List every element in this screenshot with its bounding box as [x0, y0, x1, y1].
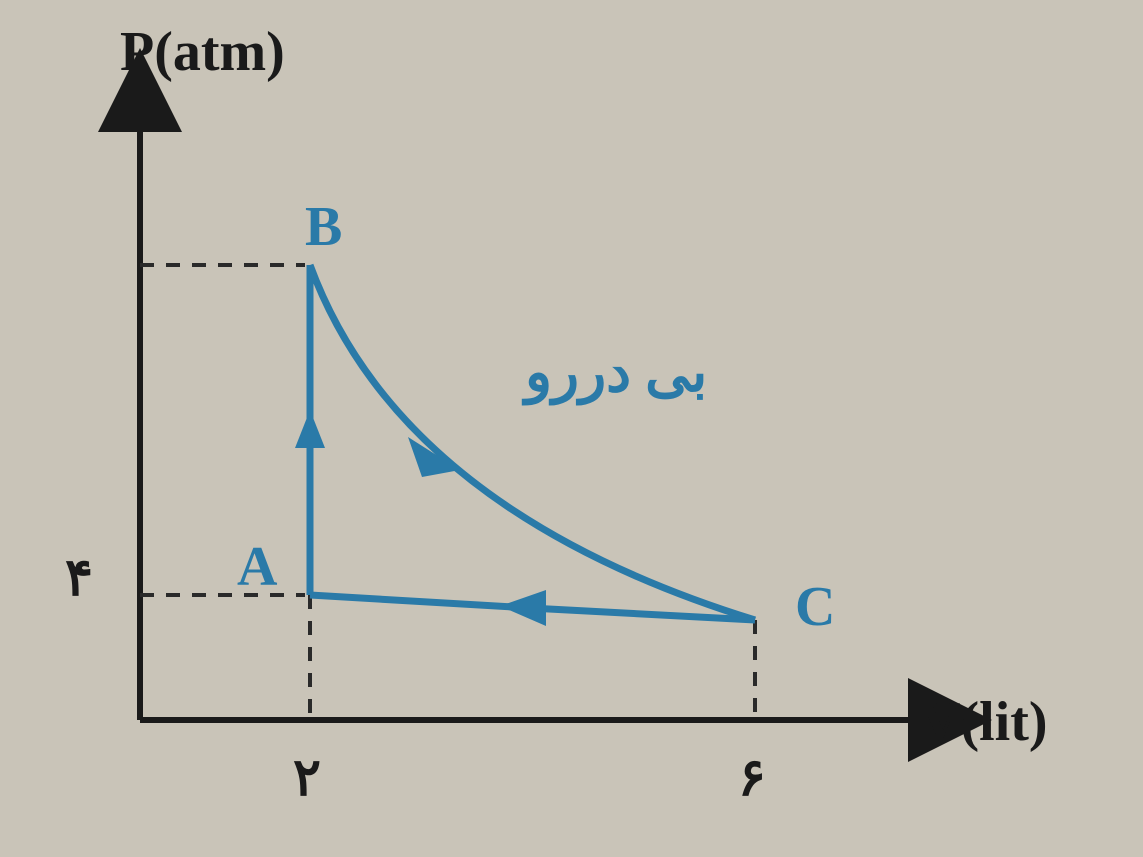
y-axis-label: P(atm) — [120, 20, 285, 84]
process-b-to-c-adiabatic — [310, 265, 755, 620]
pv-diagram-container: P(atm) V(lit) B A C بی دررو ۴ ۲ ۶ — [0, 0, 1143, 857]
arrow-c-to-a — [500, 590, 546, 626]
x-axis-label: V(lit) — [920, 690, 1048, 754]
process-c-to-a-end — [310, 595, 530, 608]
x-tick-2: ۲ — [293, 748, 321, 808]
adiabatic-curve-label: بی دررو — [525, 340, 707, 405]
point-a-label: A — [237, 535, 277, 599]
point-b-label: B — [305, 195, 342, 259]
x-tick-6: ۶ — [738, 748, 766, 808]
point-c-label: C — [795, 575, 835, 639]
arrow-b-to-c — [408, 437, 460, 477]
y-tick-4: ۴ — [65, 548, 93, 608]
arrow-a-to-b — [295, 410, 325, 448]
